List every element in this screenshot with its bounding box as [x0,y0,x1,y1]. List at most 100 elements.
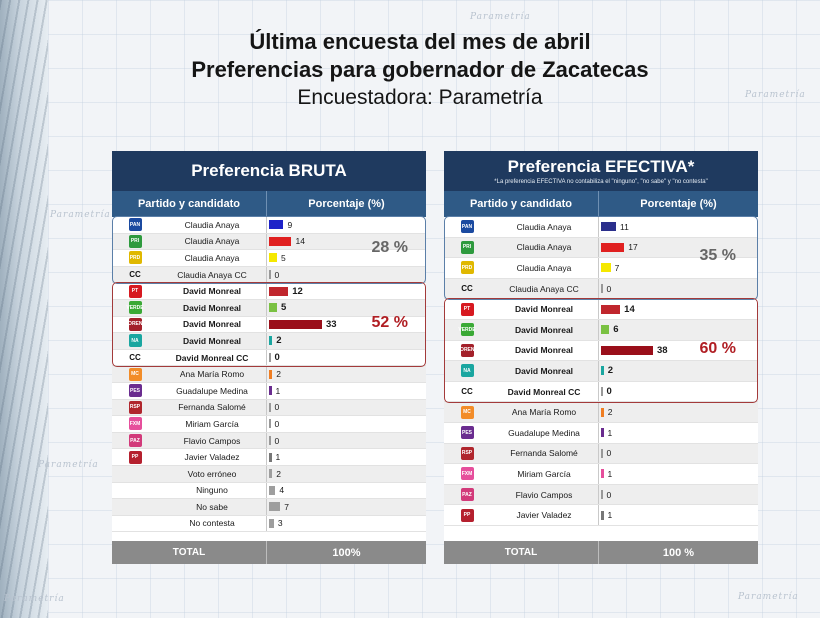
bar-mark [269,319,322,329]
watermark: Parametría [38,460,99,470]
candidate-name: Claudia Anaya CC [158,266,267,283]
watermark: Parametría [470,12,531,22]
table-row: MC Ana María Romo 2 [444,402,758,423]
candidate-name: Flavio Campos [490,484,599,505]
bar-cell: 0 [267,416,426,432]
bar-cell: 0 [599,485,758,505]
bar-mark [601,428,604,438]
bar-mark [601,325,610,335]
bar-cell: 33 [267,317,426,333]
column-headers: Partido y candidato Porcentaje (%) [444,191,758,217]
party-logo-cell: RSP [444,446,490,460]
candidate-name: Guadalupe Medina [158,382,267,399]
bar-cell: 1 [599,464,758,484]
value-label: 1 [275,385,281,396]
bar-cell: 9 [267,217,426,233]
table-row: PAZ Flavio Campos 0 [444,484,758,506]
table-row: No contesta 3 [112,515,426,533]
party-logo-cell: CC [112,351,158,364]
cc-label: CC [461,284,473,294]
table-row: PAN Claudia Anaya 9 [112,217,426,234]
bar-cell: 5 [267,250,426,266]
candidate-name: Fernanda Salomé [158,399,267,416]
pan-logo-icon: PAN [128,218,142,232]
bar-mark [269,253,278,263]
value-label: 1 [607,468,613,479]
bar-cell: 11 [599,217,758,237]
candidate-name: David Monreal [490,299,599,319]
title-line-1: Última encuesta del mes de abril [249,29,591,54]
bar-mark [601,284,603,294]
value-label: 5 [281,302,287,314]
pt-logo-icon: PT [128,284,142,298]
bar-mark [601,510,604,520]
bar-cell: 2 [267,466,426,482]
candidate-name: David Monreal CC [158,349,267,366]
candidate-name: Fernanda Salomé [490,443,599,464]
bar-mark [601,222,617,232]
value-label: 3 [277,518,283,529]
column-headers: Partido y candidato Porcentaje (%) [112,191,426,217]
bar-cell: 0 [599,382,758,402]
bar-cell: 5 [267,300,426,316]
verde-logo-icon: VERDE [458,323,476,337]
table-row: VERDE David Monreal 5 [112,299,426,317]
table-row: FXM Miriam García 1 [444,464,758,485]
table-row: CC David Monreal CC 0 [444,381,758,403]
candidate-name: David Monreal [158,316,267,333]
candidate-name: Javier Valadez [158,449,267,465]
column-header-candidate: Partido y candidato [112,191,267,217]
candidate-name: Claudia Anaya [490,258,599,278]
watermark: Parametría [4,594,65,604]
bar-mark [269,286,289,296]
table-preferencia-efectiva: Preferencia EFECTIVA* *La preferencia EF… [444,151,758,564]
bar-cell: 0 [267,267,426,283]
candidate-name: Claudia Anaya [158,217,267,233]
pollster-line: Encuestadora: Parametría [297,86,543,109]
table-row: MORENA David Monreal 38 [444,340,758,362]
bar-cell: 2 [599,402,758,422]
bar-mark [269,220,284,230]
bar-mark [601,242,625,252]
bar-cell: 12 [267,283,426,299]
party-logo-cell: PAN [444,220,490,234]
total-value: 100% [332,546,361,559]
prd-logo-icon: PRD [460,261,474,275]
candidate-name: David Monreal [490,340,599,361]
candidate-name: Claudia Anaya [158,250,267,266]
table-body: PAN Claudia Anaya 11 PRI Claudia Anaya 17 PRD C… [444,216,758,526]
candidate-name: Claudia Anaya CC [490,278,599,299]
cc-label: CC [129,270,141,280]
candidate-name: Ninguno [158,482,267,499]
table-row: NA David Monreal 2 [112,333,426,350]
bar-mark [269,386,272,396]
column-header-percent: Porcentaje (%) [640,198,717,210]
bar-mark [269,336,273,346]
table-row: PT David Monreal 14 [444,299,758,320]
paz-logo-icon: PAZ [128,434,142,448]
party-logo-cell: PP [444,508,490,522]
candidate-name: David Monreal [490,319,599,340]
bar-mark [269,436,271,446]
morena-logo-icon: MORENA [456,343,478,357]
party-logo-cell: PES [444,426,490,440]
value-label: 0 [274,435,280,446]
bar-cell: 1 [599,505,758,525]
coalition-total-percent: 52 % [371,313,408,331]
value-label: 7 [614,262,620,273]
table-row: PRD Claudia Anaya 5 [112,250,426,267]
table-row: RSP Fernanda Salomé 0 [444,443,758,465]
party-logo-cell: MC [112,367,158,381]
rsp-logo-icon: RSP [460,446,474,460]
bar-cell: 7 [599,258,758,278]
bar-cell: 0 [267,350,426,366]
panel-title: Preferencia EFECTIVA* [507,157,695,176]
page-title: Última encuesta del mes de abril Prefere… [120,28,720,112]
value-label: 1 [607,510,613,521]
bar-cell: 6 [599,320,758,340]
value-label: 14 [295,236,305,247]
bar-cell: 14 [267,234,426,250]
watermark: Parametría [745,90,806,100]
table-row: PAN Claudia Anaya 11 [444,217,758,238]
bar-mark [601,469,604,479]
